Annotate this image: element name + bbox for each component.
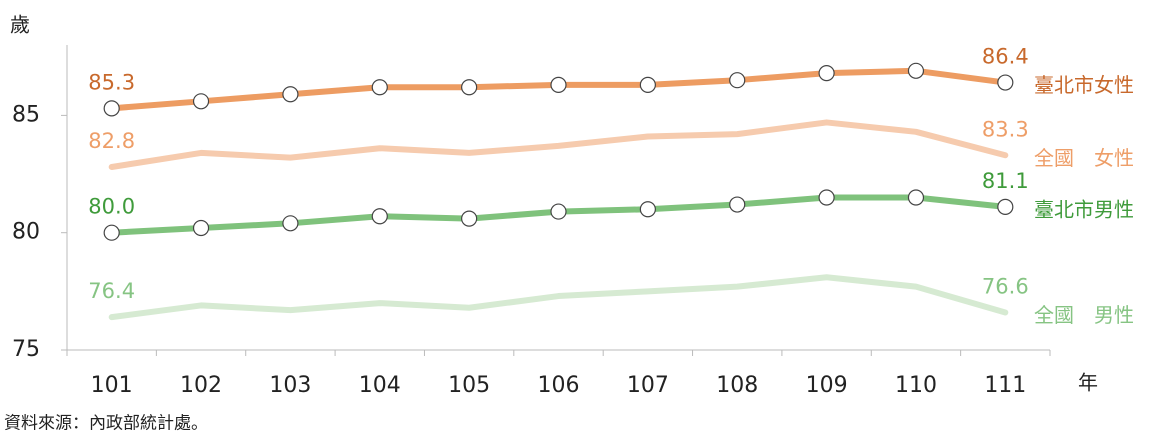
point-marker [639, 201, 656, 218]
point-marker [550, 76, 567, 93]
point-marker [103, 100, 120, 117]
x-tick-label: 102 [180, 373, 222, 398]
point-marker [461, 79, 478, 96]
x-tick-label: 101 [91, 373, 133, 398]
point-marker [729, 72, 746, 89]
x-tick-label: 108 [716, 373, 758, 398]
series-label: 全國 男性 [1034, 303, 1134, 327]
point-marker [997, 74, 1014, 91]
series-label: 臺北市男性 [1034, 197, 1134, 221]
x-tick-label: 107 [627, 373, 669, 398]
point-marker [818, 65, 835, 82]
point-marker [907, 62, 925, 79]
value-label: 83.3 [982, 117, 1029, 141]
point-marker [282, 215, 299, 232]
value-label: 80.0 [88, 195, 135, 219]
value-label: 81.1 [982, 169, 1029, 193]
value-label: 76.4 [88, 279, 135, 303]
y-tick-label: 80 [12, 220, 40, 245]
point-marker [192, 93, 210, 110]
series-label: 全國 女性 [1034, 146, 1134, 170]
point-marker [461, 210, 478, 227]
x-tick-label: 106 [538, 373, 580, 398]
point-marker [907, 189, 925, 206]
point-marker [818, 189, 835, 206]
series-label: 臺北市女性 [1034, 73, 1134, 97]
point-marker [282, 86, 299, 103]
x-tick-label: 103 [269, 373, 311, 398]
series-line [108, 274, 1009, 321]
value-label: 76.6 [982, 274, 1029, 298]
x-tick-label: 111 [984, 373, 1026, 398]
y-tick-label: 85 [12, 102, 40, 127]
x-tick-label: 105 [448, 373, 490, 398]
point-marker [192, 219, 210, 237]
x-axis-label: 年 [1078, 371, 1098, 395]
point-marker [729, 196, 746, 213]
point-marker [371, 208, 388, 225]
value-label: 86.4 [982, 45, 1029, 69]
series-line [108, 119, 1009, 170]
y-tick-label: 75 [12, 337, 40, 362]
value-label: 85.3 [88, 70, 135, 94]
point-marker [997, 198, 1014, 215]
value-label: 82.8 [88, 129, 135, 153]
source-note: 資料來源：內政部統計處。 [4, 414, 208, 434]
x-tick-label: 109 [806, 373, 848, 398]
y-axis-label: 歲 [10, 13, 30, 37]
x-tick-label: 104 [359, 373, 401, 398]
point-marker [550, 203, 567, 220]
point-marker [103, 224, 120, 241]
point-marker [639, 76, 656, 93]
x-tick-label: 110 [895, 373, 937, 398]
point-marker [371, 79, 388, 96]
